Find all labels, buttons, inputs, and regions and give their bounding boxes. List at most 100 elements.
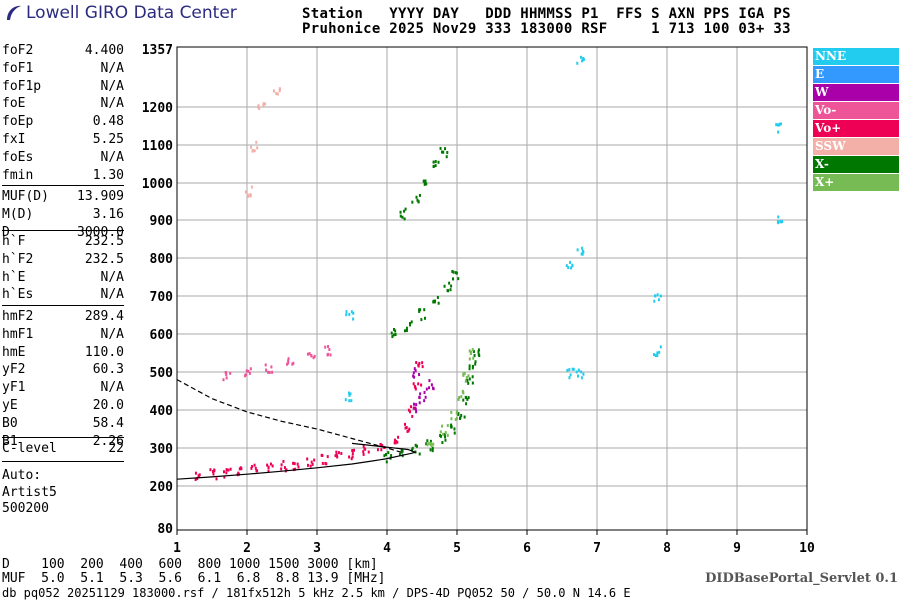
trace-mark-nne [572, 367, 575, 371]
trace-mark-nne [569, 373, 572, 377]
param-row: foF1 N/A [2, 60, 124, 78]
trace-mark-vo [324, 461, 327, 465]
trace-mark-x [465, 375, 468, 379]
trace-mark-x [431, 446, 434, 450]
trace-mark-nne [567, 266, 570, 270]
trace-mark-x [477, 353, 480, 357]
trace-mark-x [414, 443, 417, 447]
y-tick-label: 400 [150, 404, 174, 419]
trace-mark-vo [239, 466, 242, 470]
y-tick-label: 900 [150, 214, 174, 229]
trace-mark-nne [659, 345, 662, 349]
param-row: foEs N/A [2, 149, 124, 167]
trace-mark-vo [227, 468, 230, 472]
trace-mark-nne [570, 266, 573, 270]
trace-mark-w [419, 392, 422, 396]
trace-mark-vo [223, 475, 226, 479]
param-label: foF2 [2, 43, 34, 58]
trace-mark-w [418, 395, 421, 399]
trace-mark-w [418, 373, 421, 377]
trace-mark-vo [406, 429, 409, 433]
trace-mark-x [432, 160, 435, 164]
muf-line: MUF 5.0 5.1 5.3 5.6 6.1 6.8 8.8 13.9 [MH… [2, 571, 386, 586]
trace-mark-x [462, 391, 465, 395]
param-label: yF1 [2, 380, 26, 396]
trace-mark-ssw [273, 89, 276, 93]
param-value: 20.0 [92, 398, 124, 413]
trace-mark-nne [348, 399, 351, 403]
param-row: h`Es N/A [2, 286, 124, 304]
trace-mark-vo [393, 438, 396, 442]
trace-mark-ssw [264, 102, 267, 106]
trace-mark-x [436, 295, 439, 299]
trace-mark-vo [211, 470, 214, 474]
chart-tick-labels: 1 2 3 4 5 6 7 8 9 10 80 200 300 400 500 600 700 800 900 100… [142, 43, 815, 556]
trace-mark-x [452, 270, 455, 274]
trace-mark-vo [335, 450, 338, 454]
trace-mark-x [399, 214, 402, 218]
trace-mark-x [449, 288, 452, 292]
param-row: hmF2 289.4 [2, 308, 124, 326]
trace-mark-nne [350, 310, 353, 314]
trace-mark-x [471, 381, 474, 385]
param-value: 5.25 [92, 132, 124, 147]
trace-mark-x [474, 360, 477, 364]
trace-mark-vo [255, 469, 258, 473]
y-tick-label: 1100 [142, 139, 173, 154]
legend-item: Vo+ [813, 120, 899, 137]
trace-mark-vo [397, 435, 400, 439]
param-value: 3.16 [92, 206, 124, 222]
trace-mark-vo [326, 455, 329, 459]
credit-text: DIDBasePortal_Servlet 0.1 [705, 571, 898, 586]
trace-mark-x [464, 395, 467, 399]
trace-mark-ssw [244, 190, 247, 194]
trace-mark-vo [283, 466, 286, 470]
trace-mark-x [441, 441, 444, 445]
trace-mark-x [423, 182, 426, 186]
param-row: B0 58.4 [2, 415, 124, 433]
trace-mark-x [415, 195, 418, 199]
trace-mark-x [471, 366, 474, 370]
param-value: 1.30 [92, 167, 124, 183]
chart-grid [177, 47, 807, 530]
trace-mark-vo [351, 455, 354, 459]
trace-mark-nne [576, 248, 579, 252]
param-row: hmE 110.0 [2, 344, 124, 362]
trace-mark-nne [577, 368, 580, 372]
trace-mark-vo [225, 373, 228, 377]
param-separator [2, 437, 124, 438]
param-label: h`E [2, 269, 26, 285]
trace-mark-w [423, 390, 426, 394]
x-tick-label: 1 [173, 541, 181, 556]
trace-mark-vo [409, 410, 412, 414]
trace-mark-vo [310, 460, 313, 464]
trace-mark-ssw [256, 146, 259, 150]
param-row: D 3000.0 [2, 224, 124, 242]
trace-mark-x [465, 402, 468, 406]
trace-mark-nne [776, 123, 779, 127]
param-separator [2, 185, 124, 186]
trace-mark-vo [213, 469, 216, 473]
trace-mark-w [415, 403, 418, 407]
trace-mark-x [434, 164, 437, 168]
trace-mark-x [391, 335, 394, 339]
legend-item: X- [813, 156, 899, 173]
param-value: 4.400 [84, 43, 124, 58]
trace-mark-nne [569, 260, 572, 264]
trace-mark-vo [248, 371, 251, 375]
trace-mark-nne [652, 353, 655, 357]
trace-mark-x [411, 448, 414, 452]
trace-mark-nne [654, 294, 657, 298]
legend-item: E [813, 66, 899, 83]
trace-mark-x [394, 333, 397, 337]
trace-mark-vo [363, 447, 366, 451]
param-row: C-level 22 [2, 440, 124, 458]
auto-label: Auto: [2, 468, 42, 483]
param-label: foEs [2, 149, 34, 165]
trace-mark-vo [418, 361, 421, 365]
trace-mark-vo [282, 459, 285, 463]
legend-item: W [813, 84, 899, 101]
x-tick-label: 6 [523, 541, 531, 556]
trace-mark-w [418, 401, 421, 405]
trace-mark-x [474, 362, 477, 366]
